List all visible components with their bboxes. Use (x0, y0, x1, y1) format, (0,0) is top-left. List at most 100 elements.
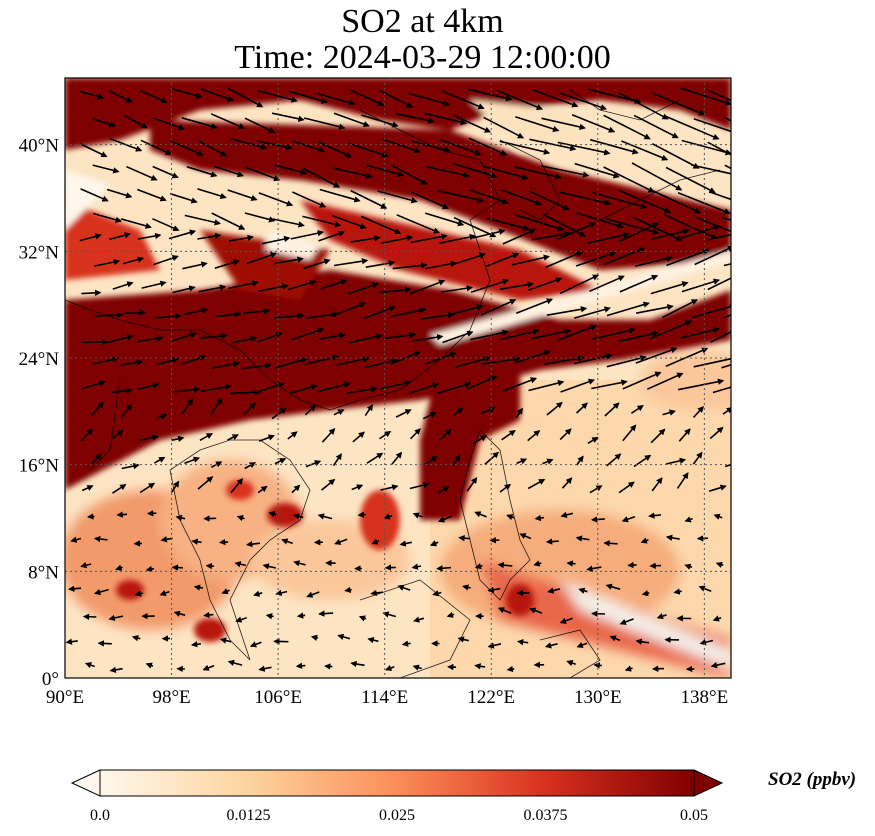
wind-arrow (544, 642, 558, 649)
wind-arrow (348, 282, 380, 295)
wind-arrow (472, 228, 506, 239)
wind-arrow (80, 428, 94, 442)
wind-arrow (234, 561, 247, 568)
wind-arrow (453, 163, 498, 179)
wind-arrow (439, 233, 477, 244)
wind-arrow (408, 382, 440, 395)
wind-arrow (474, 663, 486, 670)
longitude-tick-labels: 90°E 98°E 106°E 114°E 122°E 130°E 138°E (46, 687, 728, 708)
wind-arrow (590, 516, 605, 523)
wind-arrow (469, 329, 509, 341)
wind-arrow (80, 562, 92, 569)
wind-arrow (438, 428, 452, 441)
wind-arrow (722, 313, 731, 320)
wind-arrow (153, 456, 166, 464)
wind-arrow (710, 330, 731, 343)
wind-arrow (120, 218, 152, 229)
wind-arrow (438, 515, 452, 523)
wind-arrow (391, 451, 403, 465)
wind-arrow (619, 330, 659, 342)
wind-arrow (302, 215, 342, 228)
wind-arrow (662, 299, 698, 319)
wind-arrow (156, 413, 168, 420)
wind-arrow (156, 312, 182, 320)
wind-arrow (123, 309, 146, 316)
wind-arrow (333, 409, 345, 416)
wind-arrow (243, 307, 271, 315)
wind-arrow (451, 304, 484, 316)
wind-arrow (559, 92, 608, 111)
wind-arrow (317, 513, 333, 520)
lat-tick-label: 8°N (28, 562, 59, 583)
wind-arrow (673, 588, 682, 595)
wind-arrow (160, 536, 173, 543)
wind-arrow (70, 536, 82, 543)
colorbar-max-extend (693, 769, 724, 797)
wind-arrow (681, 278, 721, 293)
wind-arrow (169, 139, 204, 156)
wind-arrow (156, 357, 180, 366)
wind-arrow (559, 191, 612, 206)
wind-arrow (546, 401, 563, 416)
wind-arrow (302, 167, 341, 188)
wind-arrow (171, 435, 185, 442)
wind-arrow (290, 384, 318, 394)
wind-arrow (227, 434, 239, 441)
wind-arrow (205, 562, 214, 570)
wind-arrow (121, 462, 140, 470)
wind-arrow (466, 476, 478, 492)
wind-arrow (559, 617, 573, 624)
wind-arrow (665, 347, 709, 368)
wind-arrow (452, 454, 461, 467)
wind-arrow (199, 432, 214, 442)
wind-arrow (346, 386, 378, 394)
wind-arrow (377, 190, 418, 204)
wind-arrow (305, 460, 322, 468)
wind-arrow (470, 278, 510, 294)
wind-arrow (545, 250, 584, 269)
wind-arrow (603, 166, 655, 193)
wind-arrow (699, 639, 714, 646)
wind-arrow (196, 139, 228, 157)
wind-arrow (546, 306, 588, 316)
wind-arrow (710, 661, 726, 669)
wind-arrow (169, 192, 198, 204)
lat-tick-label: 16°N (19, 456, 60, 477)
wind-arrow (122, 256, 145, 265)
wind-arrow (421, 312, 455, 320)
wind-arrow (232, 335, 258, 344)
wind-arrow (317, 381, 351, 393)
wind-arrow (332, 215, 367, 230)
wind-arrow (199, 332, 228, 340)
wind-arrow (630, 404, 644, 414)
wind-arrow (441, 285, 474, 293)
wind-arrow (707, 141, 731, 156)
wind-arrow (692, 451, 703, 465)
wind-arrow (571, 114, 616, 133)
wind-arrow (257, 382, 285, 393)
wind-arrow (332, 302, 366, 317)
wind-arrow (624, 665, 633, 672)
wind-arrow (371, 538, 380, 545)
wind-arrow (296, 612, 306, 619)
wind-arrow (677, 192, 731, 215)
wind-arrow (182, 261, 208, 270)
wind-arrow (292, 140, 325, 153)
wind-arrow (469, 188, 509, 205)
wind-arrow (662, 409, 676, 416)
wind-arrow (261, 235, 291, 245)
wind-arrow (221, 588, 230, 595)
wind-arrow (306, 591, 320, 598)
wind-arrow (592, 327, 636, 340)
wind-arrow (446, 611, 455, 618)
wind-arrow (80, 188, 109, 202)
wind-arrow (227, 189, 258, 202)
wind-arrow (656, 613, 667, 620)
wind-arrow (627, 561, 637, 569)
wind-arrow (236, 514, 245, 522)
wind-arrow (619, 618, 634, 625)
wind-arrow (411, 563, 422, 570)
wind-arrow (635, 347, 678, 364)
wind-arrow (410, 233, 448, 244)
wind-arrow (528, 379, 565, 392)
